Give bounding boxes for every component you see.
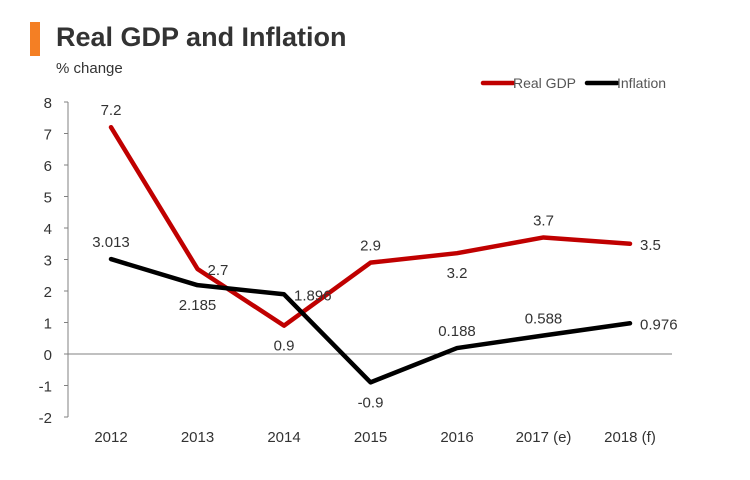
x-tick-label: 2012 xyxy=(94,429,127,446)
data-label: 0.188 xyxy=(438,323,476,340)
y-tick-label: -2 xyxy=(39,410,52,427)
chart-title: Real GDP and Inflation xyxy=(56,22,347,52)
y-tick-label: 2 xyxy=(44,284,52,301)
data-label: 0.9 xyxy=(274,338,295,355)
series-layer xyxy=(108,124,633,385)
title-accent-bar xyxy=(30,22,40,56)
x-tick-label: 2013 xyxy=(181,429,214,446)
y-tick-label: -1 xyxy=(39,379,52,396)
y-tick-label: 1 xyxy=(44,316,52,333)
data-label: 7.2 xyxy=(101,102,122,119)
y-tick-label: 5 xyxy=(44,190,52,207)
y-tick-label: 8 xyxy=(44,95,52,112)
y-axis: 8 7 6 5 4 3 2 1 0 -1 -2 xyxy=(39,95,69,427)
y-tick-label: 4 xyxy=(44,221,52,238)
data-label: -0.9 xyxy=(358,394,384,411)
data-label: 1.896 xyxy=(294,287,332,304)
y-tick-label: 6 xyxy=(44,158,52,175)
data-label: 3.5 xyxy=(640,237,661,254)
chart-subtitle: % change xyxy=(56,60,123,77)
data-label: 2.185 xyxy=(179,297,217,314)
data-label: 2.7 xyxy=(208,262,229,279)
x-tick-label: 2014 xyxy=(267,429,300,446)
data-label: 3.013 xyxy=(92,234,130,251)
legend: Real GDP Inflation xyxy=(480,75,666,91)
data-label: 0.976 xyxy=(640,316,678,333)
x-tick-label: 2018 (f) xyxy=(604,429,656,446)
series-line-inflation xyxy=(108,256,633,385)
y-tick-label: 3 xyxy=(44,253,52,270)
x-axis: 2012 2013 2014 2015 2016 2017 (e) 2018 (f) xyxy=(68,353,672,446)
legend-label: Real GDP xyxy=(513,75,576,91)
x-tick-label: 2016 xyxy=(440,429,473,446)
data-label: 0.588 xyxy=(525,310,563,327)
series-line-real-gdp xyxy=(108,124,633,328)
data-label: 3.2 xyxy=(447,265,468,282)
x-tick-label: 2015 xyxy=(354,429,387,446)
y-tick-label: 0 xyxy=(44,347,52,364)
data-label: 3.7 xyxy=(533,212,554,229)
data-labels: 7.2 2.7 0.9 2.9 3.2 3.7 3.5 3.013 2.185 1.896 -0.9… xyxy=(92,102,677,411)
legend-label: Inflation xyxy=(617,75,666,91)
y-tick-label: 7 xyxy=(44,127,52,144)
x-tick-label: 2017 (e) xyxy=(516,429,572,446)
data-label: 2.9 xyxy=(360,238,381,255)
